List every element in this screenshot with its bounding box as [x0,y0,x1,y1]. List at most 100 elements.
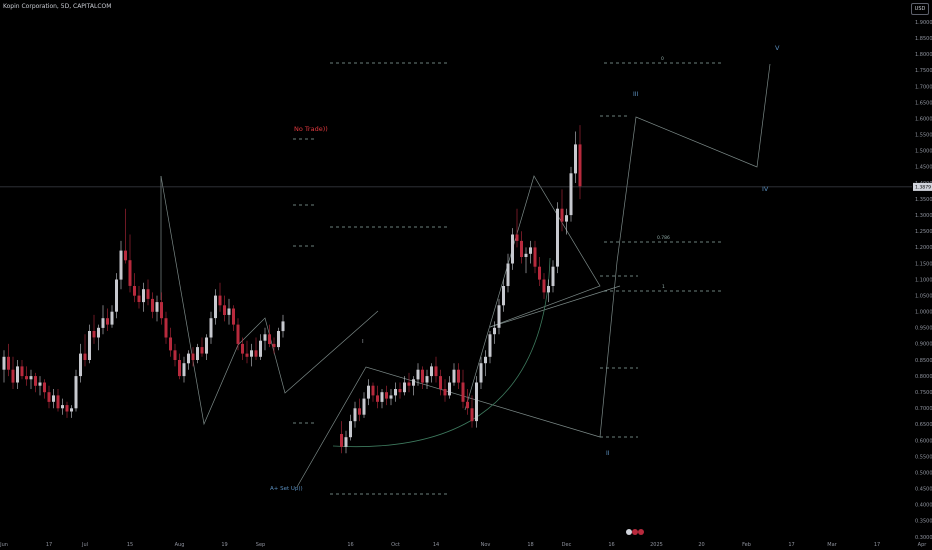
candle [115,273,118,319]
y-tick-label: 1.5000 [915,149,932,155]
x-tick-label: 15 [127,542,133,548]
annotation-wave-v: V [775,44,780,52]
candle [155,295,159,322]
y-tick-label: 1.2500 [915,229,932,235]
currency-button[interactable]: USD [911,3,929,15]
y-tick-label: 0.4500 [915,487,932,493]
candle [475,376,478,428]
x-tick-label: Dec [562,542,572,548]
candle [20,360,24,380]
candle [556,202,559,274]
candle [2,350,6,383]
candle [520,231,523,264]
candle [245,340,249,364]
candle [533,240,537,274]
y-axis[interactable]: 1.9000 1.8500 1.8000 1.7500 1.7000 1.6500 1.60… [915,20,932,541]
candle [470,395,474,428]
candle [151,292,154,319]
candle [101,305,105,335]
event-marker[interactable] [626,529,632,535]
candle [74,369,78,412]
x-tick-label: Nov [481,542,491,548]
y-tick-label: 0.8500 [915,358,932,364]
fib-levels [293,62,722,495]
x-axis[interactable]: Jun 17 Jul 15 Aug 19 Sep 16 Oct 14 Nov 18 Dec 16 2025 2… [0,542,927,548]
candle [97,324,100,351]
annotation-wave-iii: III [633,91,639,98]
y-tick-label: 1.0000 [915,310,932,316]
fib-label-0: 0 [661,56,664,62]
candle [524,247,528,274]
candle [385,385,388,406]
candle [250,343,253,367]
y-tick-label: 1.1500 [915,261,932,267]
candle [56,389,60,412]
candle [529,240,532,264]
chart-title: Kopin Corporation, 5D, CAPITALCOM [3,3,112,10]
candle [124,208,127,264]
y-tick-label: 1.0500 [915,293,932,299]
candle [448,376,451,399]
y-tick-label: 1.6000 [915,116,932,122]
candle [29,369,33,389]
candle [349,414,352,441]
event-markers[interactable] [626,529,644,535]
candle [538,257,541,286]
y-tick-label: 0.3000 [915,535,932,541]
y-tick-label: 0.8000 [915,374,932,380]
y-tick-label: 1.6500 [915,100,932,106]
candle [92,314,96,344]
annotation-wave-i: I [362,339,364,345]
candle [272,337,276,354]
event-marker[interactable] [638,529,644,535]
candle [497,298,501,335]
candle [425,369,429,389]
candle [173,343,177,367]
candle [70,405,73,418]
annotation-no-trade: No Trade)) [294,125,328,133]
candle [488,331,492,364]
y-tick-label: 0.7500 [915,390,932,396]
candles [2,125,582,454]
candle [376,385,379,409]
candle [551,260,555,293]
candle [389,389,393,406]
candle [259,334,262,360]
candle [547,279,550,303]
candle [439,369,442,396]
candle [277,327,280,351]
candle [25,366,28,386]
candle [34,372,37,393]
candle [443,379,447,402]
candle [65,401,69,418]
candle [421,366,424,389]
x-tick-label: Mar [827,542,837,548]
y-tick-label: 0.9500 [915,326,932,332]
y-tick-label: 1.3000 [915,213,932,219]
event-marker[interactable] [632,529,638,535]
y-tick-label: 0.3500 [915,519,932,525]
x-tick-label: 16 [347,542,353,548]
y-tick-label: 0.5000 [915,470,932,476]
candle [137,286,141,309]
x-tick-label: Feb [742,542,751,548]
y-tick-label: 1.7000 [915,84,932,90]
x-tick-label: 20 [698,542,704,548]
candle [380,389,384,409]
candle [209,311,213,344]
candle [182,356,186,383]
y-tick-label: 1.5500 [915,133,932,139]
candle [191,347,195,367]
candle [178,353,181,380]
candle [241,337,244,360]
candle [457,363,460,389]
candle [38,376,42,396]
wave-line-main [296,63,771,488]
drawings [0,62,912,495]
channel-base-line [489,285,621,328]
candle [353,401,357,428]
candle [254,337,258,360]
candle [119,240,123,290]
candle [268,324,271,348]
